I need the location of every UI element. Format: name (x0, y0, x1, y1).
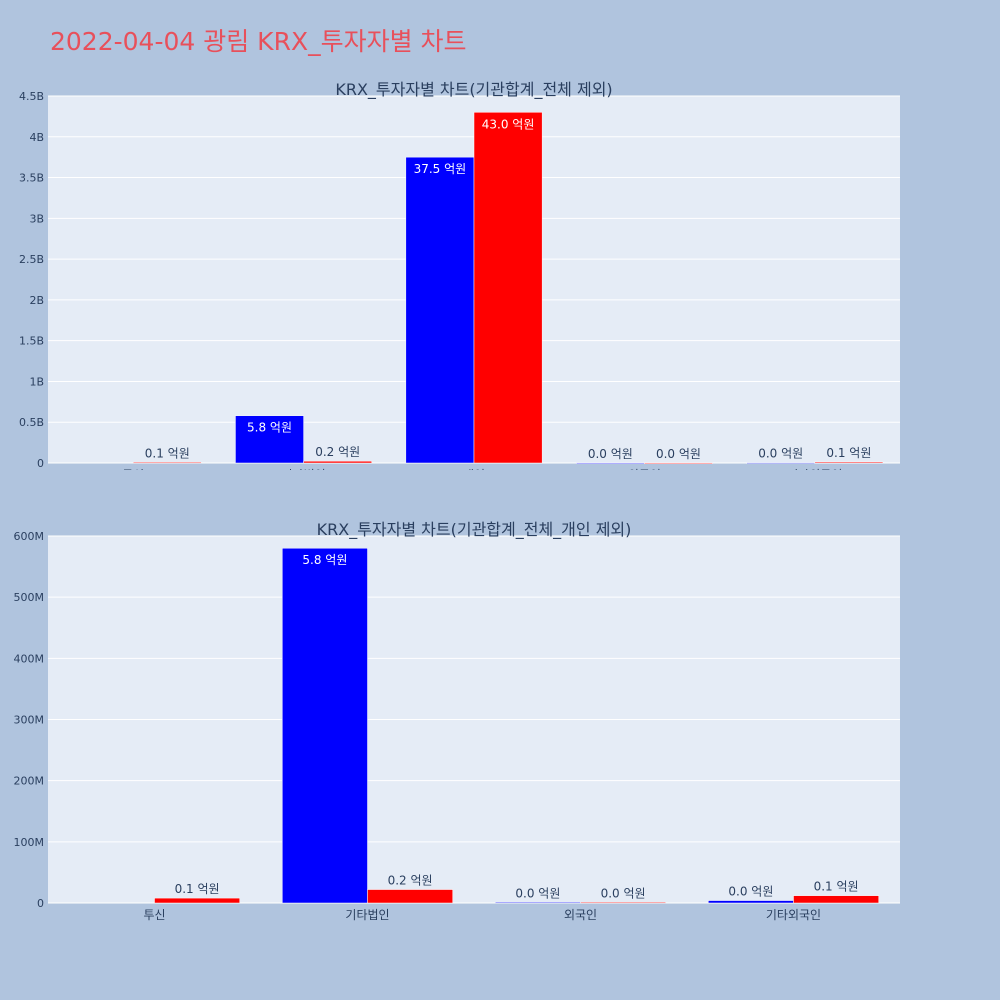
y-tick-label: 0 (37, 897, 44, 910)
bar (708, 900, 794, 904)
data-label: 5.8 억원 (302, 553, 347, 567)
data-label: 0.0 억원 (588, 447, 633, 461)
bar (154, 897, 240, 904)
y-tick-label: 0.5B (19, 416, 44, 429)
y-tick-label: 300M (14, 714, 45, 727)
bar (814, 461, 884, 464)
x-tick-label: 기타외국인 (787, 468, 842, 470)
bar (367, 889, 453, 904)
y-tick-label: 100M (14, 836, 45, 849)
x-tick-label: 투신 (143, 908, 165, 922)
y-tick-label: 3.5B (19, 172, 44, 185)
y-tick-label: 0 (37, 457, 44, 470)
y-tick-label: 3B (29, 212, 44, 225)
y-tick-label: 200M (14, 775, 45, 788)
data-label: 0.2 억원 (388, 874, 433, 888)
y-tick-label: 4B (29, 131, 44, 144)
bar (793, 895, 879, 904)
bar (575, 462, 645, 464)
x-tick-label: 기타법인 (345, 908, 389, 922)
data-label: 0.0 억원 (758, 447, 803, 461)
bar (495, 902, 581, 904)
y-tick-label: 2B (29, 294, 44, 307)
bar (580, 902, 666, 904)
data-label: 43.0 억원 (482, 117, 535, 131)
x-tick-label: 투신 (122, 468, 144, 470)
data-label: 5.8 억원 (247, 421, 292, 435)
y-tick-label: 400M (14, 652, 45, 665)
x-tick-label: 개인 (463, 468, 485, 470)
bar (235, 415, 304, 464)
data-label: 0.1 억원 (826, 446, 871, 460)
data-label: 0.2 억원 (315, 445, 360, 459)
data-label: 0.0 억원 (728, 885, 773, 899)
data-label: 0.0 억원 (515, 886, 560, 900)
x-tick-label: 외국인 (564, 908, 597, 922)
x-tick-label: 기타법인 (282, 468, 326, 470)
y-tick-label: 2.5B (19, 253, 44, 266)
data-label: 0.0 억원 (601, 886, 646, 900)
bar (282, 547, 368, 904)
bar (746, 462, 816, 464)
y-tick-label: 600M (14, 530, 45, 543)
data-label: 0.1 억원 (175, 882, 220, 896)
chart-1: 0 0.5B 1B 1.5B 2B 2.5B 3B 3.5B 4B 4.5B 투신 0.1 억원기타법… (19, 80, 900, 470)
bar (644, 462, 713, 464)
y-tick-label: 500M (14, 591, 45, 604)
y-tick-label: 1.5B (19, 335, 44, 348)
y-tick-label: 4.5B (19, 90, 44, 103)
bar (473, 112, 543, 464)
data-label: 0.0 억원 (656, 447, 701, 461)
bar (405, 156, 475, 464)
data-label: 37.5 억원 (414, 162, 467, 176)
data-label: 0.1 억원 (145, 446, 190, 460)
x-tick-label: 기타외국인 (766, 908, 821, 922)
bar (132, 462, 202, 464)
page-title: 2022-04-04 광림 KRX_투자자별 차트 (50, 27, 467, 56)
bar (303, 460, 373, 464)
x-tick-label: 외국인 (628, 468, 661, 470)
chart-title: KRX_투자자별 차트(기관합계_전체 제외) (335, 80, 612, 100)
data-label: 0.1 억원 (814, 880, 859, 894)
chart-title: KRX_투자자별 차트(기관합계_전체_개인 제외) (317, 520, 632, 540)
y-tick-label: 1B (29, 375, 44, 388)
